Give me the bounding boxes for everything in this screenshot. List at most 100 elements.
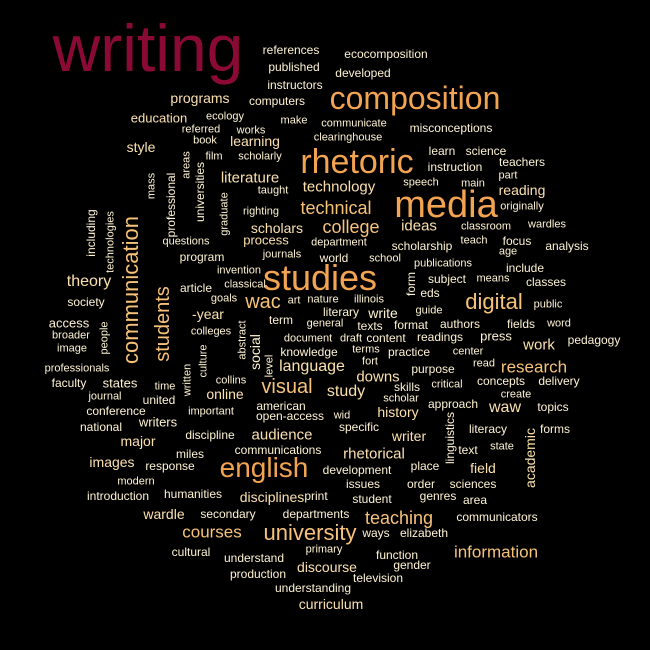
word-including: including (84, 209, 98, 257)
word-departments: departments (282, 507, 350, 521)
word-referred: referred (181, 123, 221, 136)
word-access: access (48, 315, 90, 331)
word-scholarship: scholarship (391, 239, 453, 253)
word-approach: approach (427, 397, 479, 411)
word-film: film (205, 150, 223, 163)
word-instructors: instructors (267, 78, 323, 92)
word-speech: speech (403, 176, 439, 189)
word-science: science (465, 144, 507, 158)
word-ways: ways (362, 526, 390, 540)
word-ideas: ideas (401, 217, 437, 235)
word-image: image (57, 342, 87, 355)
word-society: society (67, 295, 105, 309)
word-journals: journals (262, 248, 302, 261)
word-digital: digital (465, 289, 523, 314)
word-writing: writing (52, 11, 244, 85)
word-waw: waw (488, 399, 522, 416)
word-purpose: purpose (411, 362, 455, 376)
word-ecology: ecology (206, 110, 244, 123)
word-department: department (311, 236, 367, 249)
word-wardles: wardles (528, 218, 566, 231)
word-ecocomposition: ecocomposition (344, 47, 428, 61)
word-format: format (393, 318, 429, 332)
word-online: online (206, 386, 244, 402)
word-analysis: analysis (545, 239, 589, 253)
word-theory: theory (66, 273, 112, 290)
word-draft: draft (339, 332, 363, 345)
word-understand: understand (223, 551, 285, 565)
word-education: education (130, 110, 188, 126)
word-humanities: humanities (163, 487, 223, 501)
word-specific: specific (338, 420, 380, 434)
word-time: time (154, 380, 176, 393)
word-modern: modern (117, 475, 155, 488)
word-literature: literature (220, 169, 280, 187)
word-composition: composition (329, 80, 501, 116)
word-school: school (369, 252, 401, 265)
word-classroom: classroom (460, 220, 512, 233)
word-style: style (126, 139, 156, 155)
word-practice: practice (387, 345, 431, 359)
word-instruction: instruction (427, 160, 483, 174)
word-art: art (287, 294, 301, 307)
word-guide: guide (415, 304, 443, 317)
word-courses: courses (182, 522, 242, 542)
word-studies: studies (262, 257, 378, 298)
word-main: main (461, 177, 485, 190)
word-introduction: introduction (86, 489, 150, 503)
word-literary: literary (322, 305, 360, 319)
word-national: national (79, 420, 123, 434)
word-eds: eds (420, 286, 440, 300)
word-word: word (547, 317, 571, 330)
word-learning: learning (230, 133, 280, 149)
word-place: place (410, 459, 440, 473)
word-american: american (256, 399, 306, 413)
word-fort: fort (362, 355, 378, 368)
word-writers: writers (138, 414, 178, 430)
word-make: make (280, 114, 308, 127)
word-level: level (263, 354, 276, 378)
word-focus: focus (502, 234, 532, 248)
word-language: language (279, 358, 345, 375)
word-create: create (500, 388, 532, 401)
word-text: text (458, 443, 478, 457)
word-study: study (326, 383, 366, 400)
word-topics: topics (537, 400, 569, 414)
word-professional: professional (164, 172, 178, 238)
word-forms: forms (540, 422, 570, 436)
word-wac: wac (245, 291, 281, 313)
word-teachers: teachers (498, 155, 546, 169)
word-reading: reading (498, 182, 546, 198)
word-world: world (319, 251, 349, 265)
word-invention: invention (216, 264, 262, 277)
word-downs: downs (356, 368, 400, 386)
word-audience: audience (251, 426, 313, 444)
word-terms: terms (352, 343, 380, 356)
word-scholars: scholars (250, 220, 304, 236)
word-work: work (523, 336, 555, 354)
word-linguistics: linguistics (443, 411, 457, 465)
word-visual: visual (261, 376, 313, 398)
word-rhetorical: rhetorical (343, 445, 405, 463)
word-wardle: wardle (143, 506, 185, 522)
word-communication: communication (118, 216, 143, 364)
word-teach: teach (460, 234, 488, 247)
word-texts: texts (357, 319, 383, 333)
word-areas: areas (180, 151, 193, 179)
word-elizabeth: elizabeth (399, 526, 449, 540)
word-include: include (505, 261, 545, 275)
word-written: written (181, 363, 194, 397)
word-function: function (375, 548, 419, 562)
word-universities: universities (193, 161, 207, 223)
word-skills: skills (394, 380, 420, 394)
word-learn: learn (428, 144, 456, 158)
word-taught: taught (257, 184, 289, 197)
word-clearinghouse: clearinghouse (313, 131, 383, 144)
word-scholar: scholar (383, 392, 419, 405)
word-read: read (472, 357, 496, 370)
word-important: important (188, 405, 234, 418)
word-research: research (500, 357, 568, 377)
word-colleges: colleges (190, 325, 232, 338)
word-communicators: communicators (456, 510, 538, 524)
word-goals: goals (210, 292, 238, 305)
